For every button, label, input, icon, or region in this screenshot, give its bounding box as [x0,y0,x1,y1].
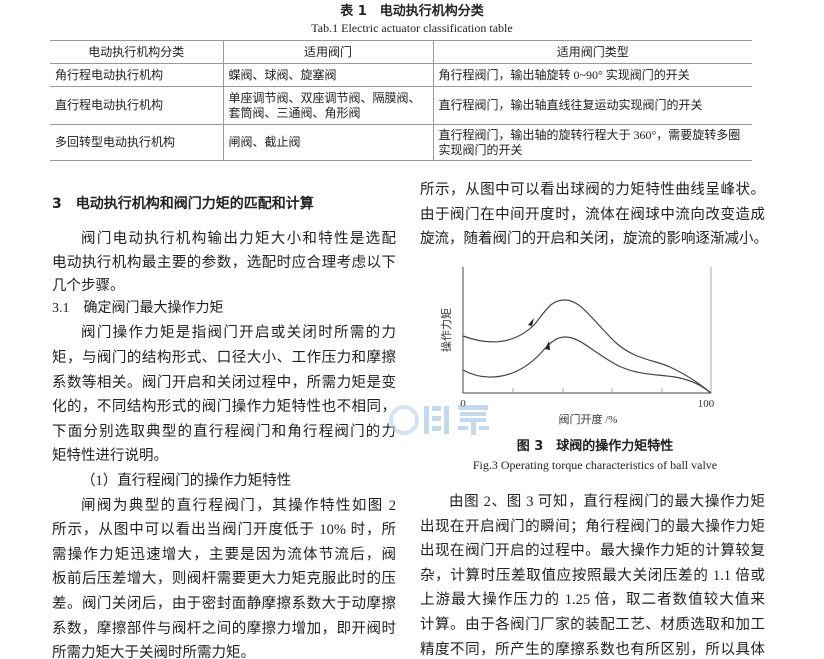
table-row: 多回转型电动执行机构 闸阀、截止阀 直行程阀门，输出轴的旋转行程大于 360°，… [50,124,752,161]
text-line: 板前后压差增大，则阀杆需要更大力矩克服此时的压 [52,571,396,588]
text-line: 需操作力矩迅速增大，主要是因为流体节流后，阀 [52,546,396,563]
y-axis-label: 操作力矩 [439,308,453,352]
table-cell: 蝶阀、球阀、旋塞阀 [222,63,434,87]
table-row: 角行程电动执行机构 蝶阀、球阀、旋塞阀 角行程阀门，输出轴旋转 0~90° 实现… [50,63,752,87]
header-cell: 电动执行机构分类 [50,40,224,64]
table-header-row: 电动执行机构分类 适用阀门 适用阀门类型 [50,40,752,64]
table-title-en: Tab.1 Electric actuator classification t… [311,21,513,35]
table-row: 直行程电动执行机构 单座调节阀、双座调节阀、隔膜阀、套筒阀、三通阀、角形阀 直行… [50,86,752,125]
arrow-icon [545,341,550,350]
x-max-label: 100 [698,398,715,410]
text-line: 出现在阀门开启的过程中。最大操作力矩的计算较复 [420,543,765,560]
header-cell: 适用阀门类型 [432,40,752,64]
text-line: 由于阀门在中间开度时，流体在阀球中流向改变造成 [420,206,765,223]
table-cell: 闸阀、截止阀 [222,124,434,161]
text-line: 下面分别选取典型的直行程阀门和角行程阀门的力 [52,423,396,440]
text-line: （1）直行程阀门的操作力矩特性 [81,472,292,489]
opening-torque-curve [462,299,712,394]
right-column-top: 所示，从图中可以看出球阀的力矩特性曲线呈峰状。 由于阀门在中间开度时，流体在阀球… [420,178,768,252]
right-column-bottom: 由图 2、图 3 可知，直行程阀门的最大操作力矩 出现在开启阀门的瞬间；角行程阀… [420,490,765,659]
x-axis-label: 阀门开度 /% [559,412,618,426]
figure-caption-en: Fig.3 Operating torque characteristics o… [472,458,718,472]
text-line: 矩，与阀门的结构形式、口径大小、工作压力和摩擦 [52,349,396,366]
table-cell: 直行程阀门，输出轴的旋转行程大于 360°，需要旋转多圈实现阀门的开关 [432,124,752,161]
text-line: 计算。由于各阀门厂家的装配工艺、材质选取和加工 [420,616,765,633]
table-cell: 多回转型电动执行机构 [50,124,224,161]
table-cell: 角行程阀门，输出轴旋转 0~90° 实现阀门的开关 [432,63,752,87]
text-line: 阀门操作力矩是指阀门开启或关闭时所需的力 [81,325,396,342]
text-line: 所需力矩大于关阀时所需力矩。 [52,645,255,659]
text-line: 差。阀门关闭后，由于密封面静摩擦系数大于动摩擦 [52,595,396,612]
text-line: 杂，计算时压差取值应按照最大关闭压差的 1.1 倍或 [420,567,765,584]
ball-valve-torque-figure: 操作力矩 0 100 阀门开度 /% [439,267,715,426]
table-title-cn: 表 1 电动执行机构分类 [340,4,484,19]
text-line: 上游最大操作压力的 1.25 倍，取二者数值较大值来 [420,592,765,609]
section-heading: 3 电动执行机构和阀门力矩的匹配和计算 [52,196,314,212]
text-line: 电动执行机构最主要的参数，选配时应合理考虑以下 [52,255,396,272]
text-line: 系数等相关。阀门开启和关闭过程中，所需力矩是变 [52,374,396,391]
text-line: 几个步骤。 [52,277,125,294]
table-cell: 直行程阀门，输出轴直线往复运动实现阀门的开关 [432,86,752,125]
closing-torque-curve [462,336,712,394]
text-line: 精度不同，所产生的摩擦系数也有所区别，所以具体 [420,641,765,658]
text-line: 所示，从图中可以看出球阀的力矩特性曲线呈峰状。 [420,182,765,198]
header-cell: 适用阀门 [222,40,434,64]
left-column: 3 电动执行机构和阀门力矩的匹配和计算 阀门电动执行机构输出力矩大小和特性是选配… [52,192,396,659]
text-line: 旋流，随着阀门的开启和关闭，旋流的影响逐渐减小。 [420,231,768,248]
text-line: 化的，不同结构形式的阀门操作力矩特性也不相同， [52,399,396,416]
subsection-heading: 3.1 确定阀门最大操作力矩 [52,300,224,316]
table-cell: 直行程电动执行机构 [50,86,224,125]
figure-caption-cn: 图 3 球阀的操作力矩特性 [516,439,674,454]
arrow-icon [528,318,534,326]
text-line: 系数，摩擦部件与阀杆之间的摩擦力增加，即开阀时 [52,620,396,637]
x-ticks [512,388,663,393]
text-line: 阀门电动执行机构输出力矩大小和特性是选配 [81,230,396,247]
table-cell: 单座调节阀、双座调节阀、隔膜阀、套筒阀、三通阀、角形阀 [222,86,434,125]
table-cell: 角行程电动执行机构 [50,63,224,87]
text-line: 闸阀为典型的直行程阀门，其操作特性如图 2 [81,497,396,514]
text-line: 出现在开启阀门的瞬间；角行程阀门的最大操作力矩 [420,518,765,535]
text-line: 矩特性进行说明。 [52,448,168,465]
text-line: 由图 2、图 3 可知，直行程阀门的最大操作力矩 [449,494,765,510]
x-min-label: 0 [460,398,466,410]
text-line: 所示，从图中可以看出当阀门开度低于 10% 时，所 [52,522,396,539]
actuator-classification-table: 电动执行机构分类 适用阀门 适用阀门类型 角行程电动执行机构 蝶阀、球阀、旋塞阀… [50,40,752,161]
